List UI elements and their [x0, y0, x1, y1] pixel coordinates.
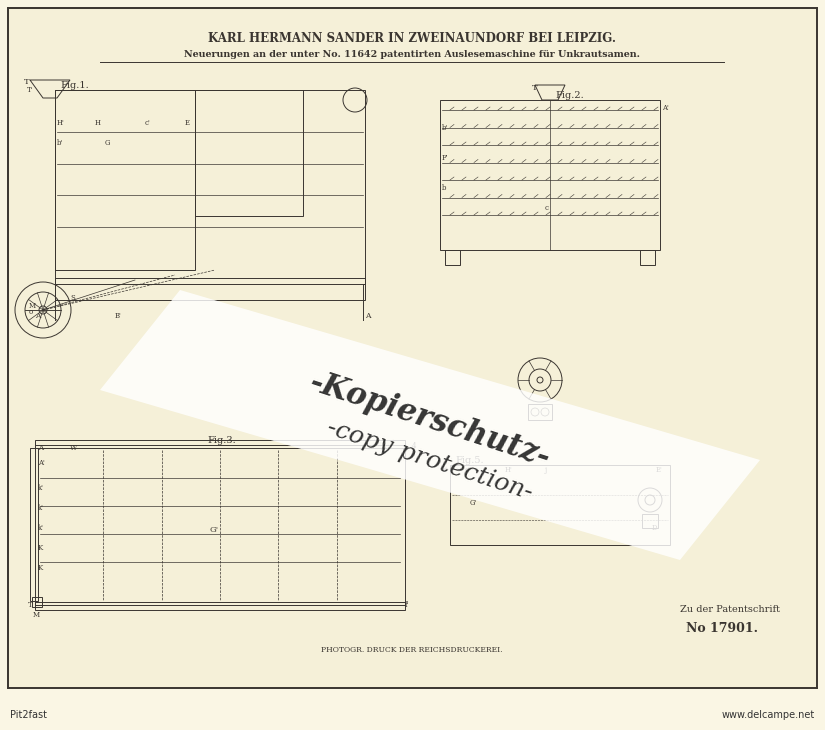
Bar: [32, 597, 42, 607]
Text: b': b': [57, 139, 64, 147]
Text: Neuerungen an der unter No. 11642 patentirten Auslesemaschine für Unkrautsamen.: Neuerungen an der unter No. 11642 patent…: [184, 50, 640, 58]
Text: c': c': [465, 466, 471, 474]
Text: G': G': [210, 526, 219, 534]
Bar: [640, 250, 655, 265]
Text: G': G': [470, 499, 478, 507]
Text: H': H': [505, 466, 513, 474]
Text: f': f': [405, 601, 409, 609]
Text: c': c': [145, 119, 151, 127]
Bar: [440, 100, 660, 250]
Text: T: T: [532, 84, 538, 92]
Text: A: A: [38, 444, 43, 452]
Text: -copy protection-: -copy protection-: [324, 416, 535, 504]
Text: W: W: [70, 444, 78, 452]
Text: M: M: [29, 302, 36, 310]
Polygon shape: [100, 290, 760, 560]
Text: KARL HERMANN SANDER IN ZWEINAUNDORF BEI LEIPZIG.: KARL HERMANN SANDER IN ZWEINAUNDORF BEI …: [208, 31, 616, 45]
Text: D: D: [652, 524, 658, 532]
Text: E': E': [656, 466, 662, 474]
Text: A': A': [662, 104, 669, 112]
Text: 4: 4: [412, 442, 417, 450]
Text: k': k': [38, 504, 44, 512]
Text: M: M: [33, 611, 40, 619]
Text: b': b': [442, 124, 448, 132]
Text: A': A': [38, 459, 45, 467]
Text: A: A: [402, 444, 407, 452]
Text: B': B': [115, 312, 122, 320]
Bar: [445, 250, 460, 265]
Bar: [35, 440, 405, 448]
Text: No 17901.: No 17901.: [686, 621, 758, 634]
Text: o: o: [29, 308, 33, 316]
Text: b: b: [442, 184, 446, 192]
Text: H: H: [95, 119, 101, 127]
Text: H': H': [57, 119, 65, 127]
Text: Fig.1.: Fig.1.: [60, 81, 89, 90]
Text: Fig.3.: Fig.3.: [207, 436, 236, 445]
Bar: [55, 278, 365, 284]
Bar: [35, 602, 405, 610]
Text: T: T: [24, 78, 30, 86]
Text: S: S: [70, 294, 75, 302]
Text: -Kopierschutz-: -Kopierschutz-: [305, 366, 554, 474]
Text: A: A: [35, 312, 40, 320]
Text: T': T': [27, 86, 34, 94]
Text: c: c: [545, 204, 549, 212]
Text: Fig.5.: Fig.5.: [455, 456, 483, 465]
Text: k': k': [38, 524, 44, 532]
Bar: [55, 90, 365, 300]
Bar: [55, 90, 195, 270]
Bar: [30, 448, 38, 601]
Text: j: j: [545, 466, 547, 474]
Text: Pit2fast: Pit2fast: [10, 710, 47, 720]
Text: K: K: [38, 544, 43, 552]
Bar: [450, 465, 670, 545]
Bar: [528, 404, 552, 420]
Text: K: K: [38, 564, 43, 572]
Bar: [195, 90, 303, 216]
Text: T: T: [28, 601, 33, 609]
Text: G: G: [105, 139, 111, 147]
Text: E: E: [185, 119, 190, 127]
Text: F': F': [442, 154, 449, 162]
Text: PHOTOGR. DRUCK DER REICHSDRUCKEREI.: PHOTOGR. DRUCK DER REICHSDRUCKEREI.: [321, 646, 502, 654]
Text: Fig.2.: Fig.2.: [555, 91, 584, 100]
Text: A: A: [365, 312, 370, 320]
Bar: [35, 445, 405, 605]
Text: Zu der Patentschrift: Zu der Patentschrift: [680, 605, 780, 615]
Text: k': k': [442, 466, 448, 474]
Text: www.delcampe.net: www.delcampe.net: [722, 710, 815, 720]
Bar: [642, 514, 658, 528]
Text: k': k': [38, 484, 44, 492]
